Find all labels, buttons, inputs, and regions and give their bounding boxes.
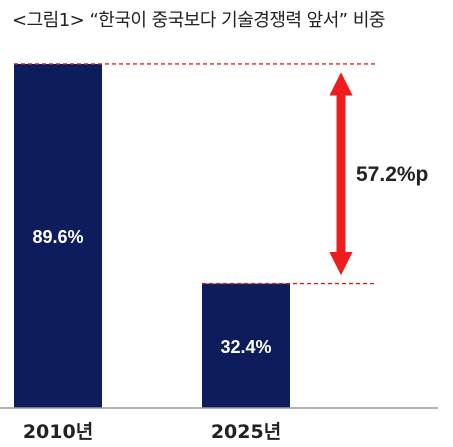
bar-value-label-1: 32.4% (220, 337, 271, 357)
bar-1 (202, 283, 290, 408)
category-label-1: 2025년 (211, 421, 281, 443)
bar-0 (14, 63, 102, 408)
difference-annotation: 57.2%p (356, 163, 428, 186)
chart-title: <그림1> “한국이 중국보다 기술경쟁력 앞서” 비중 (12, 10, 385, 31)
category-label-0: 2010년 (23, 421, 93, 443)
bar-value-label-0: 89.6% (32, 227, 83, 247)
